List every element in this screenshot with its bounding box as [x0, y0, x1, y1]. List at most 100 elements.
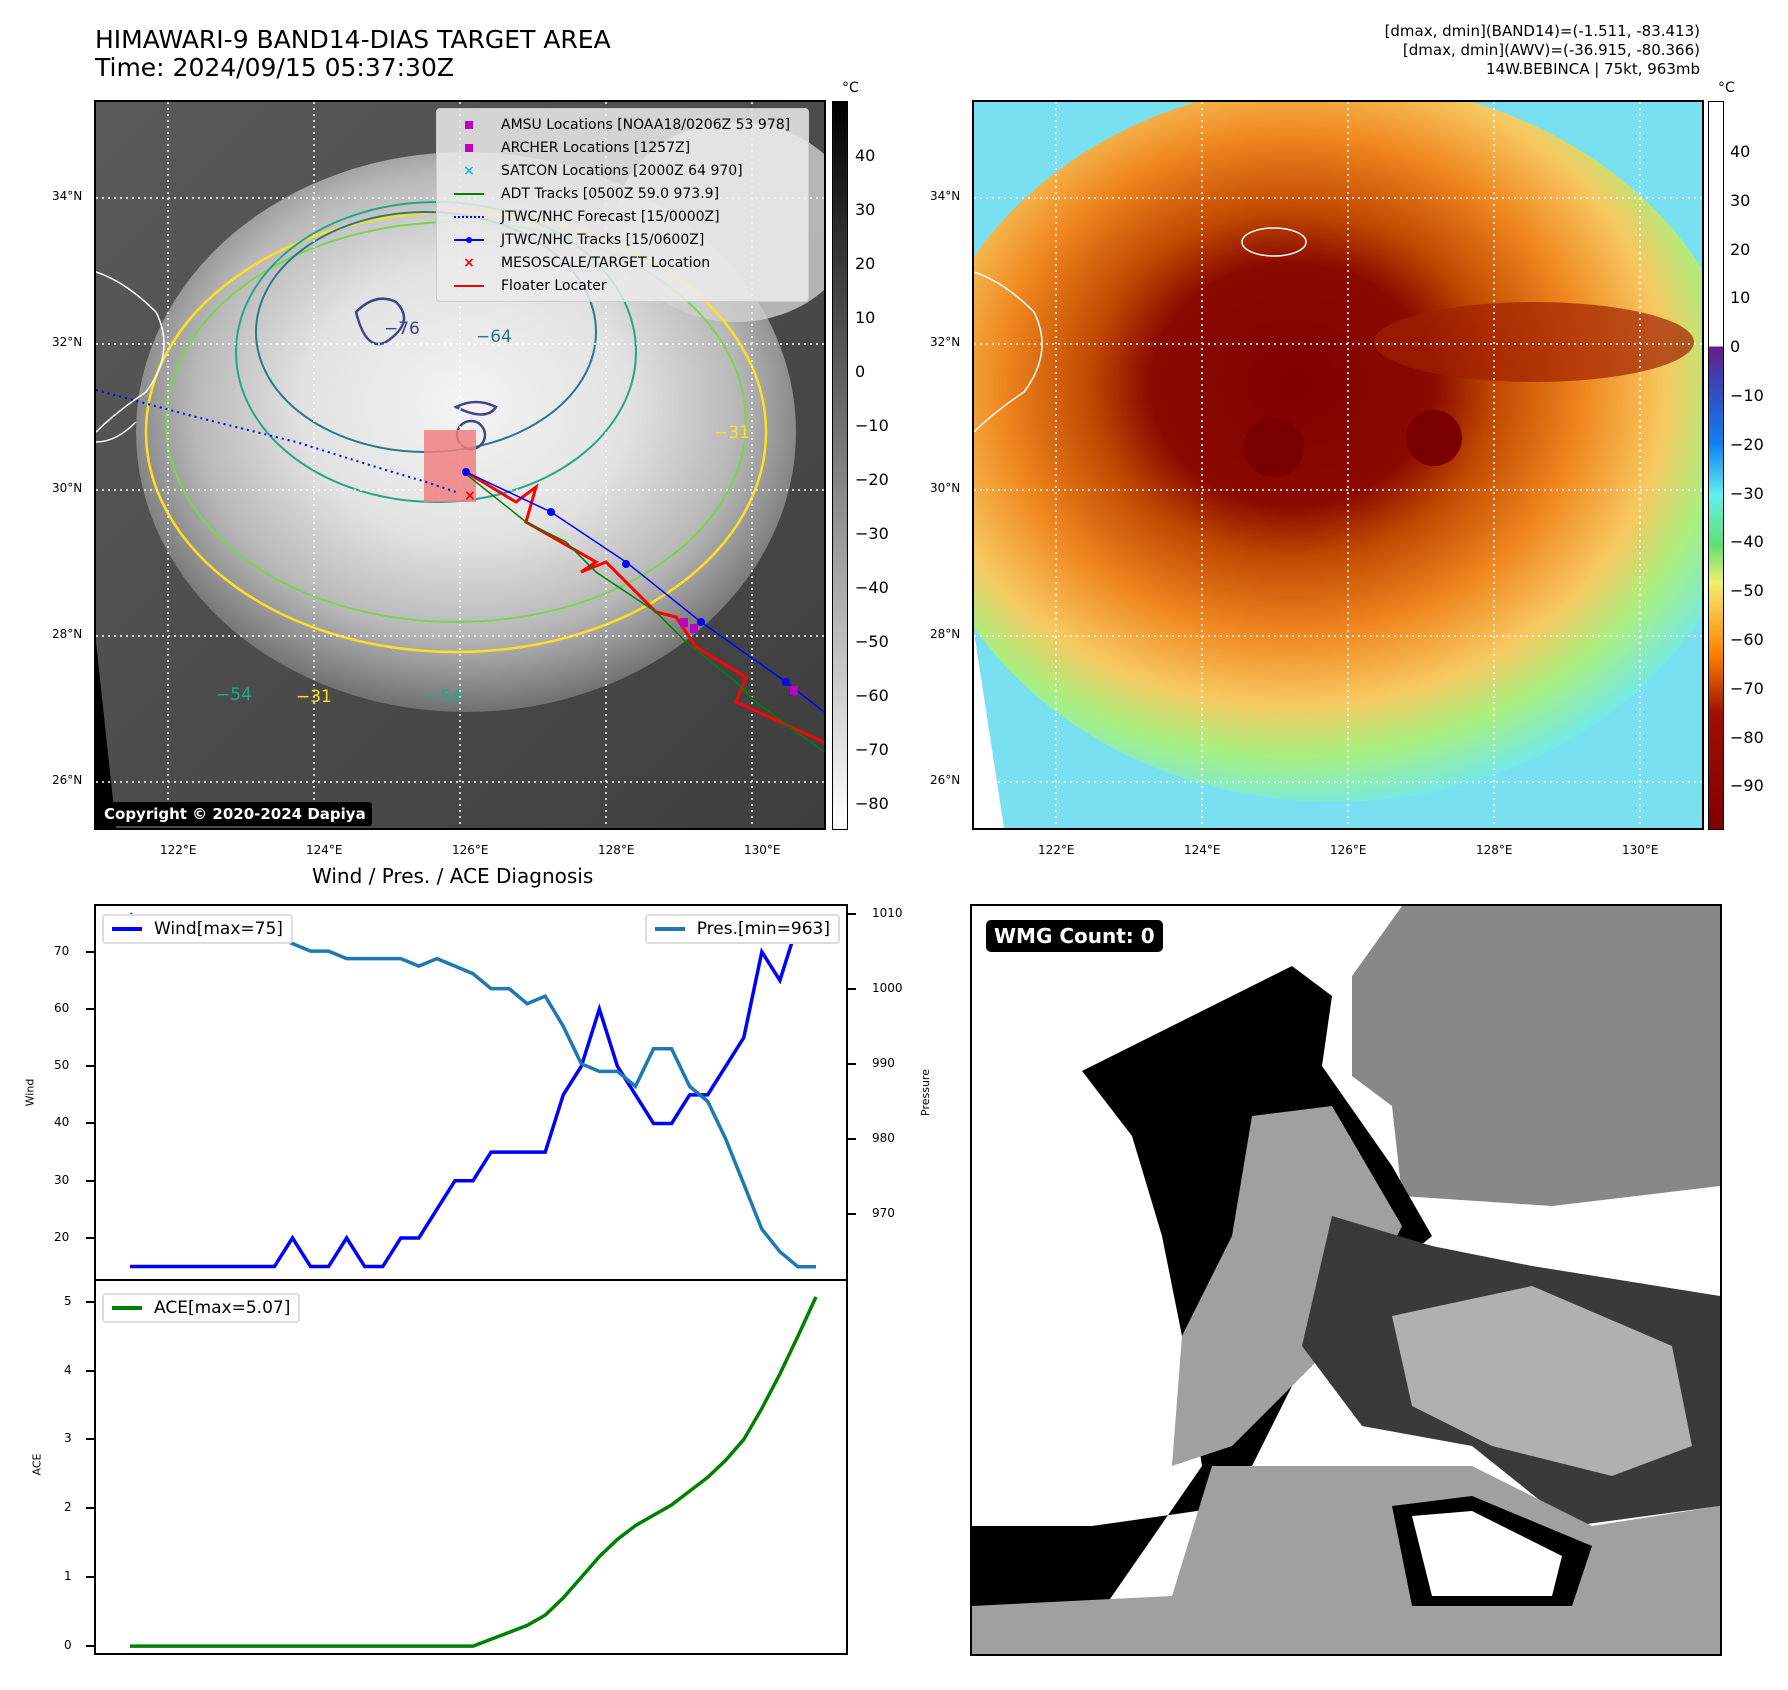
lat-tick: 26°N	[52, 773, 83, 787]
pressure-tick-mark	[848, 987, 856, 990]
ace-tick-mark	[86, 1507, 94, 1510]
colorbar-tick: 20	[855, 254, 876, 273]
lat-tick: 34°N	[930, 189, 961, 203]
contour-label: −64	[476, 327, 512, 347]
pressure-tick-mark	[848, 1137, 856, 1140]
wind-pressure-chart: Wind[max=75] Pres.[min=963]	[94, 904, 848, 1280]
island-outline	[1241, 227, 1307, 257]
lat-tick: 30°N	[52, 481, 83, 495]
x-marker-icon: ×	[463, 162, 475, 179]
ace-tick: 2	[64, 1500, 72, 1515]
colorbar-tick: 0	[1730, 337, 1741, 357]
ace-tick-mark	[86, 1645, 94, 1648]
ace-axis-label: ACE	[30, 1453, 44, 1476]
colorbar-tick: 0	[855, 362, 866, 381]
band14-map-panel: × −76 −64 −54 −54 −31 −31 AMSU Locations…	[94, 100, 826, 830]
awv-map-panel	[972, 100, 1704, 830]
wind-tick: 70	[54, 943, 70, 958]
lon-tick: 124°E	[306, 843, 343, 857]
diagnosis-title: Wind / Pres. / ACE Diagnosis	[312, 864, 594, 888]
contour-navy	[354, 297, 406, 346]
legend-item-target: × MESOSCALE/TARGET Location	[445, 251, 800, 274]
coastline	[96, 271, 165, 443]
x-marker-icon: ×	[463, 254, 475, 271]
line-icon	[445, 192, 493, 195]
ace-tick-mark	[86, 1438, 94, 1441]
wmg-panel: WMG Count: 0	[970, 904, 1722, 1656]
lat-tick: 32°N	[930, 335, 961, 349]
pressure-tick: 990	[872, 1055, 895, 1070]
lon-tick: 128°E	[598, 843, 635, 857]
dotted-line-icon	[445, 215, 493, 218]
lon-tick: 122°E	[160, 843, 197, 857]
floater-locater-track	[465, 470, 824, 744]
ace-tick: 4	[64, 1362, 72, 1377]
copyright-label: Copyright © 2020-2024 Dapiya	[98, 802, 372, 826]
lon-tick: 124°E	[1184, 843, 1221, 857]
wind-legend: Wind[max=75]	[102, 914, 293, 944]
colorbar-tick: 40	[855, 146, 876, 165]
legend-item-satcon: × SATCON Locations [2000Z 64 970]	[445, 159, 800, 182]
figure-title: HIMAWARI-9 BAND14-DIAS TARGET AREA Time:…	[95, 26, 611, 82]
colorbar-tick: −10	[855, 416, 889, 435]
ace-chart: ACE[max=5.07]	[94, 1279, 848, 1655]
wind-tick-mark	[86, 1179, 94, 1182]
colorbar-tick: −20	[1730, 434, 1764, 454]
coastline	[974, 271, 1043, 433]
wind-tick: 30	[54, 1172, 70, 1187]
pressure-tick-mark	[848, 1213, 856, 1216]
lon-tick: 128°E	[1476, 843, 1513, 857]
colorbar-tick: −40	[855, 578, 889, 597]
lon-tick: 130°E	[744, 843, 781, 857]
title-line-1: HIMAWARI-9 BAND14-DIAS TARGET AREA	[95, 25, 611, 54]
pressure-axis-label: Pressure	[918, 1069, 932, 1116]
ace-tick-mark	[86, 1369, 94, 1372]
info-line-1: [dmax, dmin](BAND14)=(-1.511, -83.413)	[1384, 22, 1700, 40]
awv-map-image	[974, 102, 1702, 828]
pressure-tick-mark	[848, 1062, 856, 1065]
lat-tick: 28°N	[930, 627, 961, 641]
target-x-marker: ×	[464, 488, 476, 504]
colorbar-tick: 20	[1730, 239, 1751, 259]
square-marker-icon	[445, 143, 493, 152]
lat-tick: 34°N	[52, 189, 83, 203]
legend-item-forecast: JTWC/NHC Forecast [15/0000Z]	[445, 205, 800, 228]
pressure-tick: 980	[872, 1130, 895, 1145]
title-line-2: Time: 2024/09/15 05:37:30Z	[95, 53, 454, 82]
ace-tick: 5	[64, 1293, 72, 1308]
band14-colorbar	[832, 101, 848, 830]
legend-item-archer: ARCHER Locations [1257Z]	[445, 136, 800, 159]
info-line-2: [dmax, dmin](AWV)=(-36.915, -80.366)	[1402, 41, 1700, 59]
adt-track	[465, 473, 824, 753]
colorbar-tick: 30	[1730, 190, 1751, 210]
wind-tick-mark	[86, 950, 94, 953]
pressure-tick: 1000	[872, 980, 903, 995]
ace-tick: 3	[64, 1431, 72, 1446]
lat-tick: 30°N	[930, 481, 961, 495]
colorbar-tick: −40	[1730, 532, 1764, 552]
colorbar-tick: 30	[855, 200, 876, 219]
contour-label: −31	[296, 687, 332, 707]
lat-tick: 26°N	[930, 773, 961, 787]
legend-item-tracks: JTWC/NHC Tracks [15/0600Z]	[445, 228, 800, 251]
pressure-series-line	[128, 912, 816, 1269]
lon-tick: 126°E	[1330, 843, 1367, 857]
colorbar-tick: −80	[1730, 727, 1764, 747]
ace-tick: 0	[64, 1638, 72, 1653]
line-dot-icon	[445, 236, 493, 243]
pressure-tick: 1010	[872, 905, 903, 920]
legend-item-adt: ADT Tracks [0500Z 59.0 973.9]	[445, 182, 800, 205]
pressure-tick-mark	[848, 912, 856, 915]
contour-label: −54	[426, 687, 462, 707]
map-legend: AMSU Locations [NOAA18/0206Z 53 978] ARC…	[436, 108, 809, 302]
wind-tick: 50	[54, 1058, 70, 1073]
colorbar-tick: 10	[1730, 288, 1751, 308]
contour-label: −76	[384, 319, 420, 339]
colorbar-tick: 10	[855, 308, 876, 327]
figure-info: [dmax, dmin](BAND14)=(-1.511, -83.413) […	[1385, 22, 1700, 79]
colorbar-tick: −50	[1730, 581, 1764, 601]
contour-label: −31	[714, 423, 750, 443]
lon-tick: 126°E	[452, 843, 489, 857]
contour-label: −54	[216, 685, 252, 705]
line-icon	[112, 927, 142, 931]
